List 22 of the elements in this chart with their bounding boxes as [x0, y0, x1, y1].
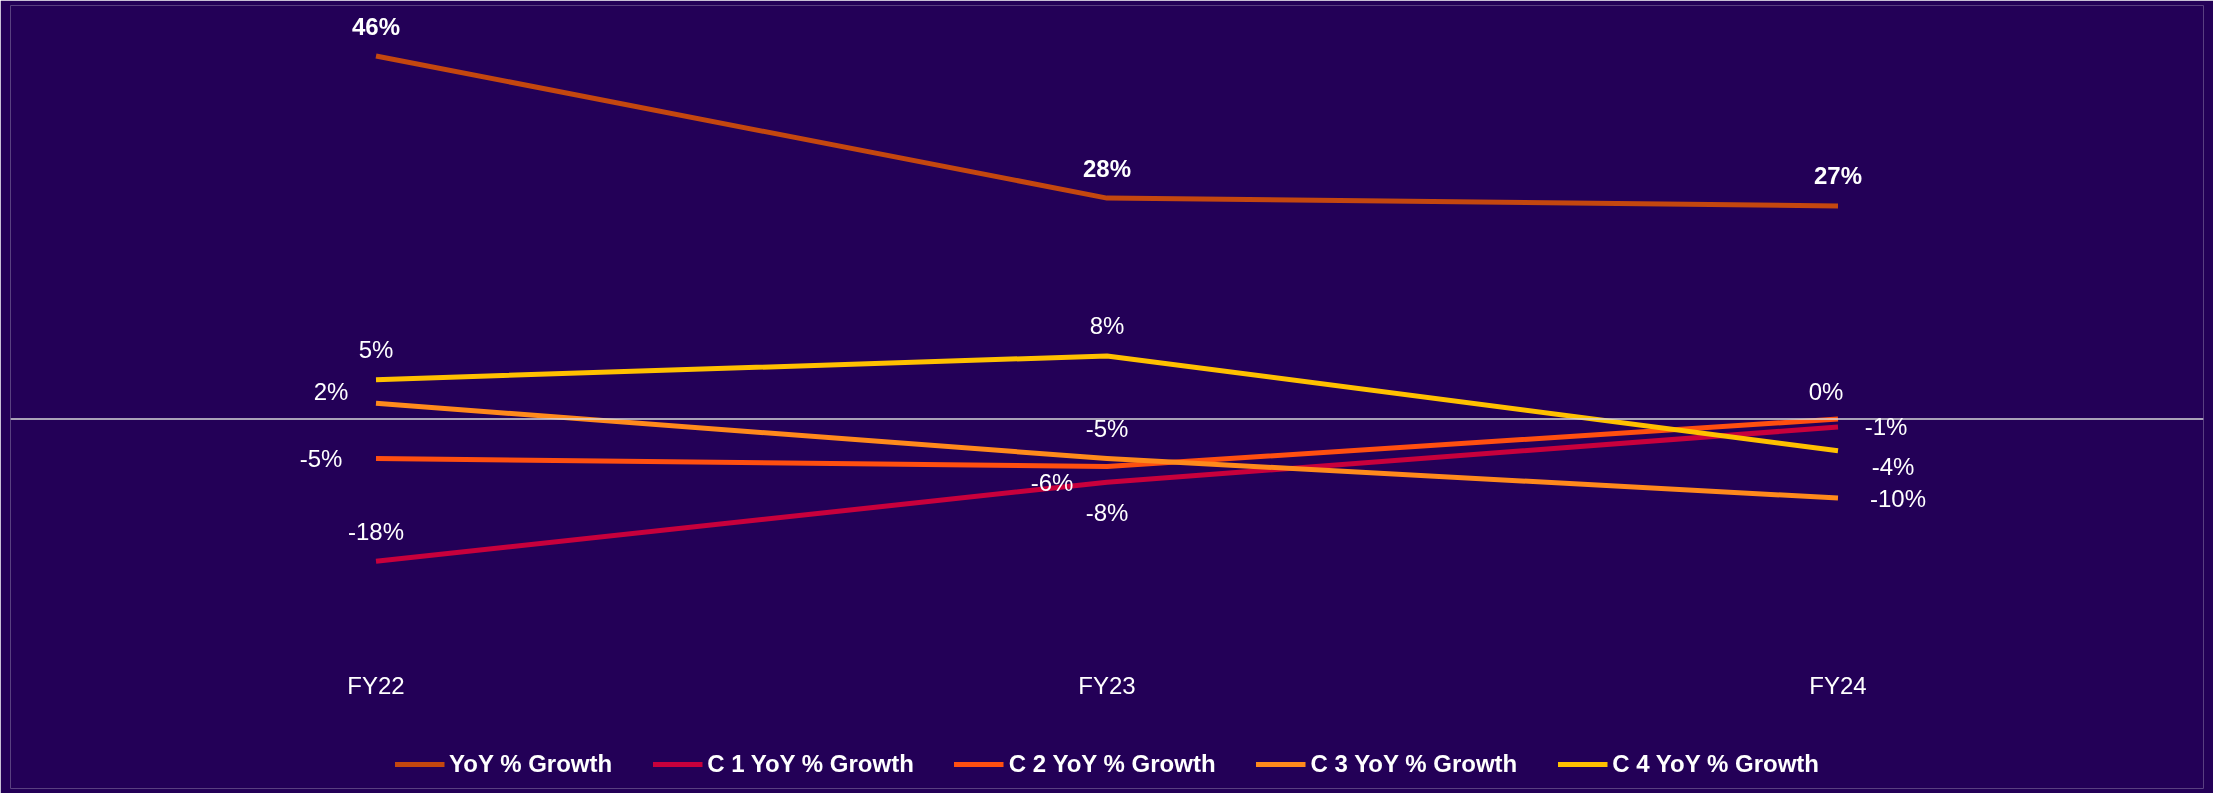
legend-label: C 4 YoY % Growth [1612, 750, 1819, 778]
legend-label: YoY % Growth [449, 750, 613, 778]
data-label: 28% [1082, 154, 1132, 182]
data-label: -18% [347, 517, 405, 545]
data-label: 2% [313, 377, 349, 405]
data-label: 27% [1813, 162, 1863, 190]
data-label: 8% [1089, 312, 1125, 340]
data-label: 46% [351, 12, 401, 40]
legend-label: C 2 YoY % Growth [1008, 750, 1216, 778]
legend-label: C 3 YoY % Growth [1310, 750, 1518, 778]
data-label: -5% [299, 445, 343, 473]
x-tick-label: FY24 [1809, 671, 1867, 699]
data-label: 0% [1808, 377, 1844, 405]
data-label: -4% [1871, 453, 1915, 481]
data-label: -10% [1869, 484, 1927, 512]
data-label: -5% [1085, 415, 1129, 443]
data-label: 5% [358, 336, 394, 364]
x-tick-label: FY22 [347, 671, 405, 699]
data-label: -8% [1085, 498, 1129, 526]
legend-label: C 1 YoY % Growth [707, 750, 914, 778]
data-label: -1% [1864, 413, 1908, 441]
x-tick-label: FY23 [1078, 671, 1136, 699]
